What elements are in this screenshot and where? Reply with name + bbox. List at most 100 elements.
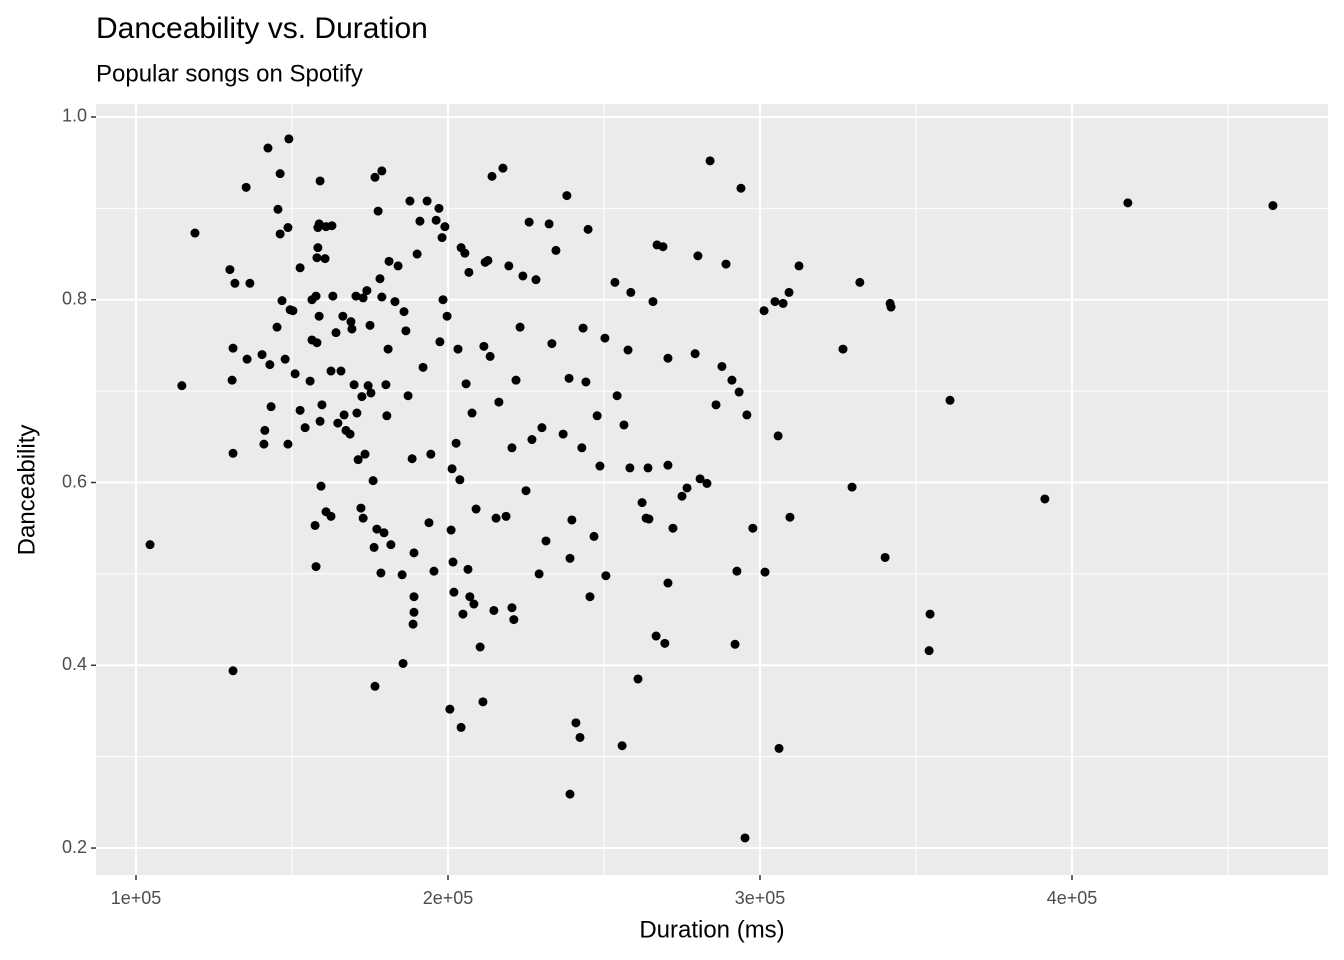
point (331, 328, 341, 338)
point (284, 134, 294, 144)
point (228, 343, 238, 353)
point (241, 182, 251, 192)
point (352, 408, 362, 418)
point (612, 391, 622, 401)
point (544, 219, 554, 229)
point (315, 176, 325, 186)
point (487, 171, 497, 181)
point (275, 229, 285, 239)
point (275, 169, 285, 179)
point (386, 540, 396, 550)
point (695, 474, 705, 484)
point (358, 513, 368, 523)
point (317, 400, 327, 410)
point (290, 369, 300, 379)
point (260, 425, 270, 435)
point (727, 375, 737, 385)
point (320, 254, 330, 264)
point (534, 569, 544, 579)
point (770, 297, 780, 307)
point (469, 599, 479, 609)
point (230, 278, 240, 288)
plot-panel (96, 104, 1328, 875)
point (315, 416, 325, 426)
point (518, 271, 528, 281)
point (483, 255, 493, 265)
point (453, 344, 463, 354)
x-tick-label: 1e+05 (111, 888, 162, 908)
point (362, 286, 372, 296)
point (366, 388, 376, 398)
point (945, 395, 955, 405)
point (524, 217, 534, 227)
point (409, 607, 419, 617)
point (748, 523, 758, 533)
point (438, 295, 448, 305)
point (449, 587, 459, 597)
point (424, 518, 434, 528)
point (377, 166, 387, 176)
point (702, 478, 712, 488)
point (312, 338, 322, 348)
point (564, 373, 574, 383)
y-tick-label: 0.2 (62, 837, 87, 857)
point (409, 592, 419, 602)
point (610, 277, 620, 287)
point (447, 464, 457, 474)
point (886, 302, 896, 312)
point (721, 259, 731, 269)
point (578, 323, 588, 333)
point (855, 277, 865, 287)
point (509, 615, 519, 625)
point (485, 351, 495, 361)
point (448, 557, 458, 567)
point (600, 333, 610, 343)
x-tick-label: 3e+05 (735, 888, 786, 908)
point (693, 251, 703, 261)
point (358, 293, 368, 303)
point (475, 642, 485, 652)
point (577, 443, 587, 453)
point (338, 311, 348, 321)
point (346, 317, 356, 327)
point (365, 320, 375, 330)
point (498, 163, 508, 173)
point (455, 475, 465, 485)
point (571, 718, 581, 728)
point (316, 481, 326, 491)
point (479, 341, 489, 351)
point (277, 296, 287, 306)
point (1123, 198, 1133, 208)
point (489, 605, 499, 615)
point (437, 233, 447, 243)
point (373, 206, 383, 216)
point (333, 418, 343, 428)
point (273, 204, 283, 214)
point (847, 482, 857, 492)
point (456, 722, 466, 732)
point (491, 513, 501, 523)
point (353, 455, 363, 465)
point (177, 381, 187, 391)
point (774, 743, 784, 753)
point (311, 562, 321, 572)
point (644, 514, 654, 524)
y-tick-label: 1.0 (62, 106, 87, 126)
point (595, 461, 605, 471)
point (295, 263, 305, 273)
point (305, 376, 315, 386)
point (376, 568, 386, 578)
point (347, 324, 357, 334)
point (651, 631, 661, 641)
point (272, 322, 282, 332)
point (585, 592, 595, 602)
point (471, 504, 481, 514)
point (778, 298, 788, 308)
point (283, 439, 293, 449)
point (345, 429, 355, 439)
point (623, 345, 633, 355)
point (225, 265, 235, 275)
point (370, 681, 380, 691)
point (633, 674, 643, 684)
